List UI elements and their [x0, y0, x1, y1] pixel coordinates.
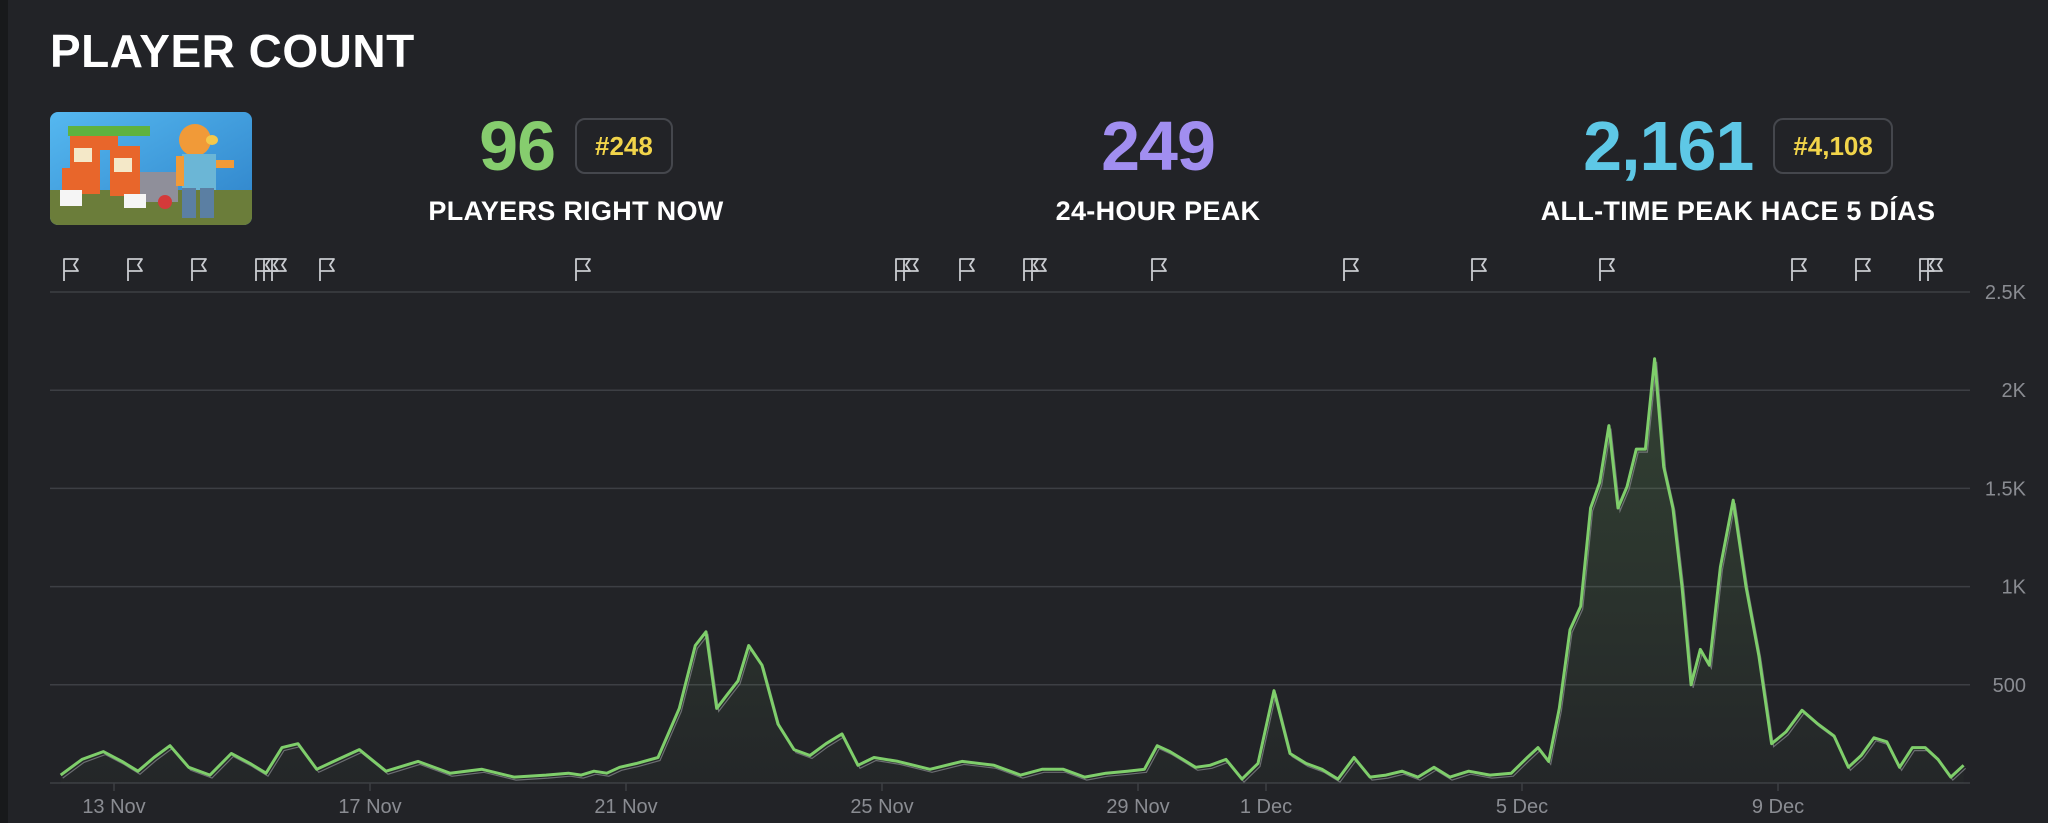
all-time-peak-rank-badge: #4,108	[1773, 118, 1893, 174]
all-time-peak-label: ALL-TIME PEAK HACE 5 DÍAS	[1540, 196, 1936, 226]
series-line-0[interactable]	[59, 357, 1965, 781]
event-flag-icon[interactable]	[127, 258, 143, 281]
y-tick-label: 2.5K	[1985, 282, 2027, 304]
event-flag-icon[interactable]	[1343, 258, 1359, 281]
section-title: PLAYER COUNT	[50, 25, 415, 77]
event-flag-icon[interactable]	[575, 258, 591, 281]
event-flag-icon[interactable]	[1855, 258, 1871, 281]
x-tick-label: 5 Dec	[1496, 796, 1548, 818]
event-flag-icon[interactable]	[191, 258, 207, 281]
current-players-rank-badge: #248	[575, 118, 673, 174]
event-flag-icon[interactable]	[1151, 258, 1167, 281]
player-count-chart[interactable]: 500 1K 1.5K 2K 2.5K 13 Nov 17 Nov 21 Nov 25 Nov…	[8, 250, 2048, 823]
y-axis-ticks: 500 1K 1.5K 2K 2.5K	[1985, 282, 2027, 697]
current-players-value: 96	[479, 107, 556, 185]
all-time-peak-stat: 2,161 #4,108 ALL-TIME PEAK HACE 5 DÍAS	[1538, 110, 1938, 227]
event-flag-icon[interactable]	[1023, 258, 1039, 281]
y-tick-label: 2K	[2002, 380, 2027, 402]
event-flag-icon[interactable]	[1927, 258, 1943, 281]
current-players-stat: 96 #248 PLAYERS RIGHT NOW	[426, 110, 726, 227]
event-flag-icon[interactable]	[1791, 258, 1807, 281]
current-players-label: PLAYERS RIGHT NOW	[428, 196, 724, 226]
event-flag-icon[interactable]	[1031, 258, 1047, 281]
x-axis-ticks: 13 Nov 17 Nov 21 Nov 25 Nov 29 Nov 1 Dec 5 Dec…	[82, 783, 1804, 818]
x-tick-label: 25 Nov	[850, 796, 913, 818]
x-tick-label: 9 Dec	[1752, 796, 1804, 818]
event-flag-icon[interactable]	[255, 258, 271, 281]
y-tick-label: 500	[1993, 675, 2026, 697]
chart-series	[59, 357, 1967, 783]
event-flags	[63, 258, 1943, 281]
day-peak-value: 249	[1101, 107, 1216, 185]
series-area-fill	[60, 358, 1964, 783]
event-flag-icon[interactable]	[1599, 258, 1615, 281]
x-tick-label: 13 Nov	[82, 796, 145, 818]
event-flag-icon[interactable]	[63, 258, 79, 281]
x-tick-label: 1 Dec	[1240, 796, 1292, 818]
y-tick-label: 1K	[2002, 577, 2027, 599]
x-tick-label: 29 Nov	[1106, 796, 1169, 818]
all-time-peak-value: 2,161	[1583, 107, 1754, 185]
y-tick-label: 1.5K	[1985, 478, 2027, 500]
event-flag-icon[interactable]	[1471, 258, 1487, 281]
x-tick-label: 17 Nov	[338, 796, 401, 818]
event-flag-icon[interactable]	[319, 258, 335, 281]
day-peak-label: 24-HOUR PEAK	[1055, 196, 1261, 226]
event-flag-icon[interactable]	[1919, 258, 1935, 281]
event-flag-icon[interactable]	[271, 258, 287, 281]
event-flag-icon[interactable]	[263, 258, 279, 281]
game-thumbnail-image[interactable]	[50, 112, 252, 225]
event-flag-icon[interactable]	[903, 258, 919, 281]
event-flag-icon[interactable]	[959, 258, 975, 281]
x-tick-label: 21 Nov	[594, 796, 657, 818]
event-flag-icon[interactable]	[895, 258, 911, 281]
day-peak-stat: 249 24-HOUR PEAK	[1028, 110, 1288, 227]
